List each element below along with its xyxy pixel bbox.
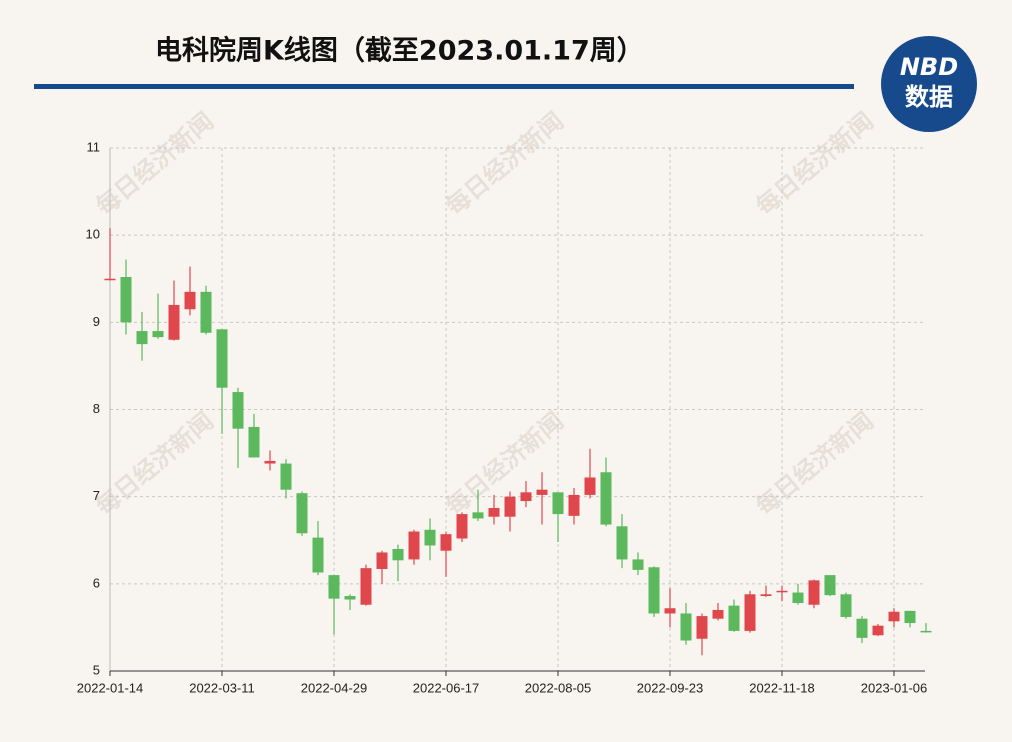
y-tick-label: 10 (86, 227, 100, 242)
candle-body (584, 477, 596, 495)
candle-body (616, 526, 628, 560)
candle-body (504, 496, 516, 517)
candle-body (344, 596, 356, 600)
candle-body (792, 592, 804, 604)
title-rule (34, 84, 854, 89)
candle-body (824, 575, 836, 596)
candle-body (440, 534, 452, 551)
candle-body (840, 594, 852, 617)
candle-body (360, 568, 372, 605)
candle-body (408, 531, 420, 560)
x-tick-label: 2022-08-05 (525, 680, 592, 695)
candle-body (728, 605, 740, 631)
candle-body (664, 608, 676, 614)
logo-circle (881, 36, 977, 132)
x-tick-label: 2022-09-23 (637, 680, 704, 695)
candle-body (280, 463, 292, 490)
candle-body (312, 537, 324, 573)
candle-body (424, 529, 436, 546)
x-tick-label: 2022-03-11 (189, 680, 255, 695)
candle-body (536, 489, 548, 495)
candle-body (488, 507, 500, 517)
candle-body (216, 329, 228, 388)
candle-body (744, 594, 756, 631)
candle-body (376, 552, 388, 570)
candle-body (872, 625, 884, 636)
y-tick-label: 9 (93, 314, 100, 329)
candle-body (568, 494, 580, 516)
candle-body (680, 613, 692, 641)
y-tick-label: 8 (93, 401, 100, 416)
candle-body (552, 492, 564, 515)
candle-body (712, 609, 724, 619)
y-tick-label: 7 (93, 488, 100, 503)
chart-title: 电科院周K线图（截至2023.01.17周） (155, 35, 644, 67)
candle-body (856, 618, 868, 638)
candle-body (168, 304, 180, 340)
candle-body (456, 514, 468, 539)
candle-body (328, 575, 340, 599)
x-tick-label: 2022-01-14 (77, 680, 144, 695)
candle-body (600, 472, 612, 525)
candle-body (648, 567, 660, 614)
candle-body (392, 548, 404, 561)
candle-body (920, 630, 932, 633)
x-tick-label: 2023-01-06 (861, 680, 928, 695)
y-tick-label: 11 (87, 139, 101, 154)
logo-label: 数据 (905, 83, 953, 111)
candle-body (760, 594, 772, 597)
candle-body (632, 559, 644, 570)
candle-body (520, 492, 532, 502)
y-tick-label: 5 (93, 662, 100, 677)
candle-body (120, 277, 132, 323)
candle-body (248, 426, 260, 458)
candle-body (152, 331, 164, 338)
x-tick-label: 2022-11-18 (749, 680, 815, 695)
candle-body (232, 392, 244, 429)
x-tick-label: 2022-06-17 (413, 680, 480, 695)
candle-body (776, 590, 788, 593)
logo-brand: NBD (900, 53, 958, 81)
candle-body (888, 611, 900, 622)
candle-body (136, 331, 148, 345)
plot-area: 5 6 7 8 9 10 11 2022-01-14 2022-03-11 2022-04-29 2… (77, 139, 932, 695)
y-tick-label: 6 (93, 575, 100, 590)
candle-body (808, 580, 820, 605)
candle-body (200, 291, 212, 333)
candle-body (104, 278, 116, 281)
x-tick-label: 2022-04-29 (301, 680, 368, 695)
candle-body (696, 616, 708, 639)
candle-body (904, 610, 916, 624)
candle-body (264, 460, 276, 464)
candle-body (184, 291, 196, 310)
candle-body (296, 493, 308, 534)
candle-body (472, 512, 484, 519)
